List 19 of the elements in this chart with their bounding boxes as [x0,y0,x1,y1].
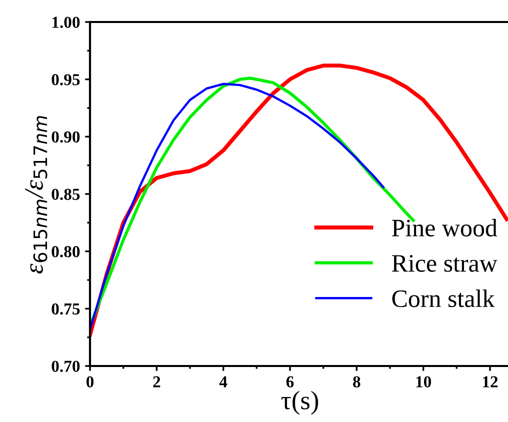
legend-label: Pine wood [392,218,498,236]
x-tick-label: 10 [416,376,432,388]
x-axis-title: τ(s) [281,390,318,415]
y-axis-title: ε$_{615nm}$/ε$_{517nm}$ [25,116,48,274]
y-tick-label: 0.95 [52,74,80,86]
legend-label: Corn stalk [392,290,495,308]
y-tick-label: 0.80 [52,246,80,258]
legend-label: Rice straw [392,255,498,272]
x-tick-label: 8 [353,376,360,388]
x-tick-label: 12 [483,376,498,388]
y-tick-label: 1.00 [52,16,80,28]
x-tick-label: 4 [219,376,228,388]
x-tick-label: 2 [153,376,160,388]
y-tick-label: 0.75 [52,303,80,315]
x-tick-label: 0 [86,376,94,388]
x-tick-label: 6 [286,376,294,388]
y-tick-label: 0.85 [52,188,80,200]
y-tick-label: 0.90 [52,131,80,143]
y-tick-label: 0.70 [52,360,80,372]
